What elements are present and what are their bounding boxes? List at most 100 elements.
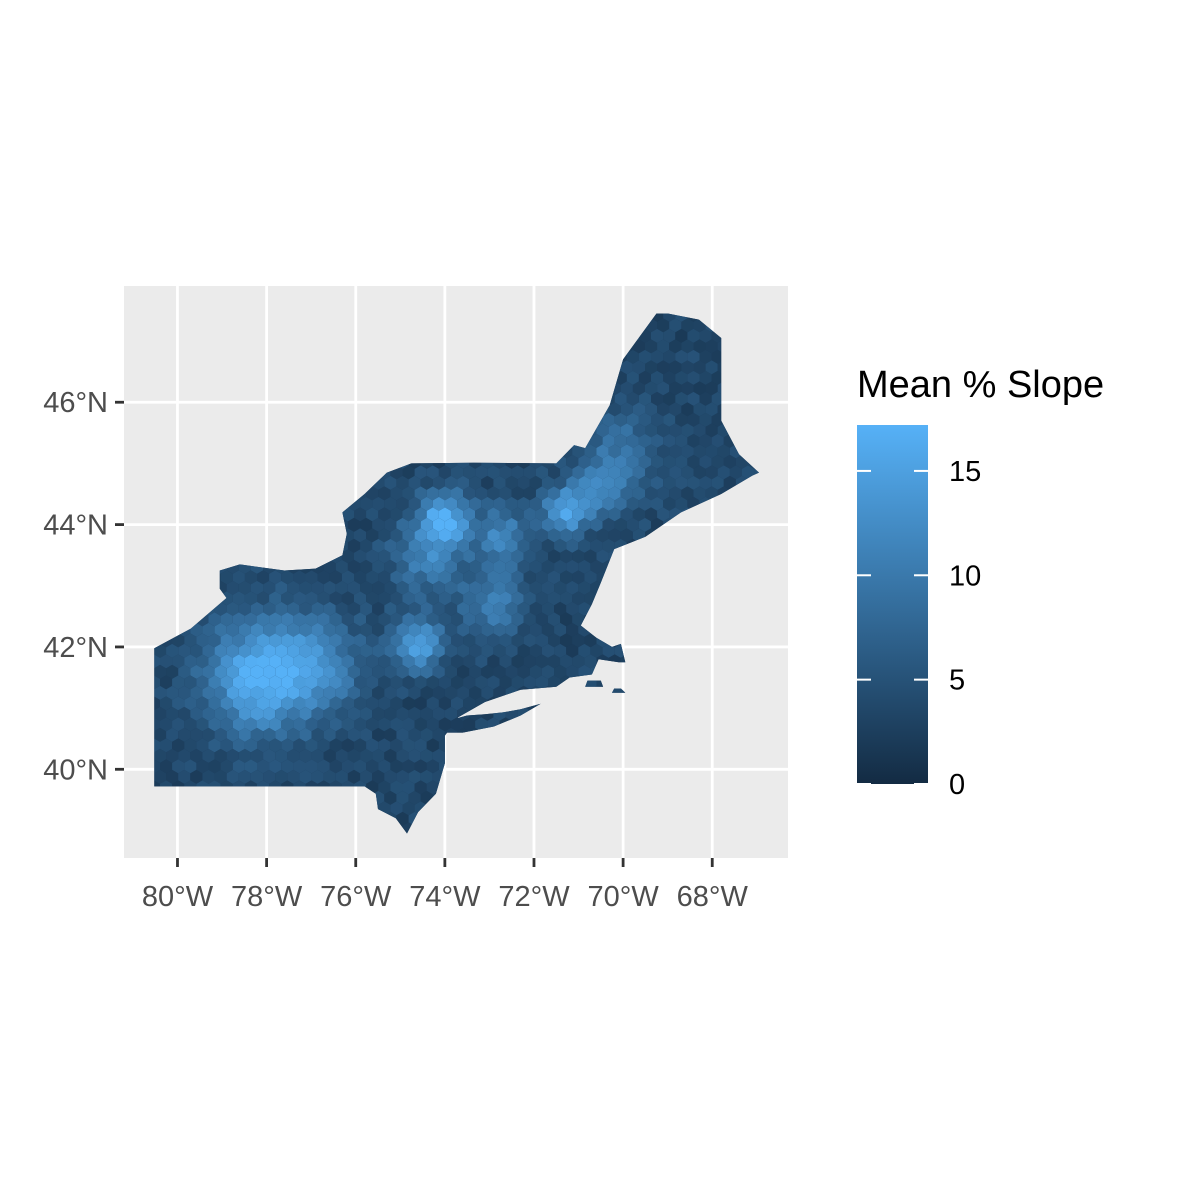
hex-cell bbox=[390, 591, 403, 606]
hex-cell bbox=[287, 643, 300, 658]
hex-cell bbox=[554, 601, 567, 616]
x-tick-label: 70°W bbox=[587, 881, 659, 913]
hex-cell bbox=[535, 633, 548, 648]
hex-cell bbox=[414, 528, 427, 543]
hex-cell bbox=[675, 370, 688, 385]
hex-cell bbox=[196, 654, 209, 669]
hex-cell bbox=[614, 433, 627, 448]
hex-cell bbox=[475, 675, 488, 690]
hex-cell bbox=[620, 507, 633, 522]
hex-cell bbox=[699, 391, 712, 406]
hex-cell bbox=[238, 706, 251, 721]
hex-cell bbox=[578, 454, 591, 469]
hex-cell bbox=[511, 549, 524, 564]
hex-cell bbox=[372, 685, 385, 700]
hex-cell bbox=[178, 748, 191, 763]
hex-cell bbox=[257, 612, 270, 627]
hex-cell bbox=[250, 748, 264, 763]
hex-cell bbox=[360, 517, 373, 532]
hex-cell bbox=[341, 696, 354, 711]
hex-cell bbox=[378, 717, 391, 732]
hex-cell bbox=[402, 570, 415, 585]
hex-cell bbox=[281, 738, 294, 753]
hex-cell bbox=[226, 664, 239, 679]
hex-cell bbox=[578, 643, 591, 658]
x-tick-label: 68°W bbox=[677, 881, 749, 913]
hex-cell bbox=[378, 633, 391, 648]
hex-cell bbox=[232, 633, 245, 648]
hex-cell bbox=[408, 790, 421, 805]
hex-cell bbox=[499, 465, 512, 480]
hex-cell bbox=[323, 706, 336, 721]
hex-cell bbox=[687, 475, 700, 490]
hex-cell bbox=[620, 402, 633, 417]
hex-cell bbox=[347, 727, 361, 742]
hex-cell bbox=[154, 643, 167, 658]
hex-cell bbox=[372, 517, 385, 532]
hex-cell bbox=[548, 654, 561, 669]
hex-cell bbox=[402, 612, 415, 627]
hex-cell bbox=[366, 507, 379, 522]
hex-cell bbox=[420, 538, 433, 553]
hex-cell bbox=[499, 570, 512, 585]
hex-cell bbox=[323, 601, 336, 616]
hex-cell bbox=[244, 633, 257, 648]
hex-cell bbox=[444, 580, 458, 595]
hex-cell bbox=[166, 727, 179, 742]
hex-cell bbox=[451, 465, 464, 480]
hex-cell bbox=[202, 643, 215, 658]
hex-cell bbox=[366, 549, 379, 564]
hex-cell bbox=[432, 727, 445, 742]
hex-cell bbox=[166, 664, 179, 679]
hex-cell bbox=[432, 622, 445, 637]
hex-cell bbox=[420, 559, 433, 574]
hex-cell bbox=[663, 433, 676, 448]
hex-cell bbox=[566, 664, 579, 679]
hex-cell bbox=[590, 496, 603, 511]
hex-cell bbox=[402, 633, 415, 648]
hex-cell bbox=[481, 601, 494, 616]
hex-cell bbox=[487, 507, 500, 522]
hex-cell bbox=[166, 769, 179, 784]
hex-cell bbox=[250, 685, 264, 700]
hex-cell bbox=[523, 549, 536, 564]
hex-cell bbox=[226, 580, 239, 595]
hex-cell bbox=[305, 759, 318, 774]
hex-cell bbox=[390, 507, 403, 522]
hex-cell bbox=[548, 507, 561, 522]
hex-cell bbox=[414, 549, 427, 564]
hex-cell bbox=[244, 612, 257, 627]
hex-cell bbox=[511, 633, 524, 648]
legend-break-label: 15 bbox=[949, 456, 981, 488]
hex-cell bbox=[602, 475, 615, 490]
hex-cell bbox=[390, 675, 403, 690]
hex-cell bbox=[620, 486, 633, 501]
hex-cell bbox=[214, 706, 227, 721]
hex-cell bbox=[220, 696, 233, 711]
hex-cell bbox=[226, 748, 239, 763]
hex-cell bbox=[584, 570, 597, 585]
hex-cell bbox=[451, 549, 464, 564]
hex-cell bbox=[535, 465, 548, 480]
hex-cell bbox=[396, 475, 409, 490]
hex-cell bbox=[657, 444, 670, 459]
hex-cell bbox=[226, 727, 239, 742]
hex-cell bbox=[269, 633, 282, 648]
hex-cell bbox=[166, 643, 179, 658]
hex-cell bbox=[535, 507, 548, 522]
hex-cell bbox=[396, 748, 409, 763]
hex-cell bbox=[366, 570, 379, 585]
hex-cell bbox=[420, 622, 433, 637]
hex-cell bbox=[645, 444, 658, 459]
hex-cell bbox=[481, 664, 494, 679]
hex-cell bbox=[481, 643, 494, 658]
hex-cell bbox=[651, 475, 664, 490]
hex-cell bbox=[438, 549, 451, 564]
hex-cell bbox=[408, 475, 421, 490]
hex-cell bbox=[638, 517, 651, 532]
hex-cell bbox=[669, 486, 682, 501]
hex-cell bbox=[457, 496, 470, 511]
hex-cell bbox=[414, 591, 427, 606]
hex-cell bbox=[481, 496, 494, 511]
x-tick-label: 76°W bbox=[320, 881, 392, 913]
